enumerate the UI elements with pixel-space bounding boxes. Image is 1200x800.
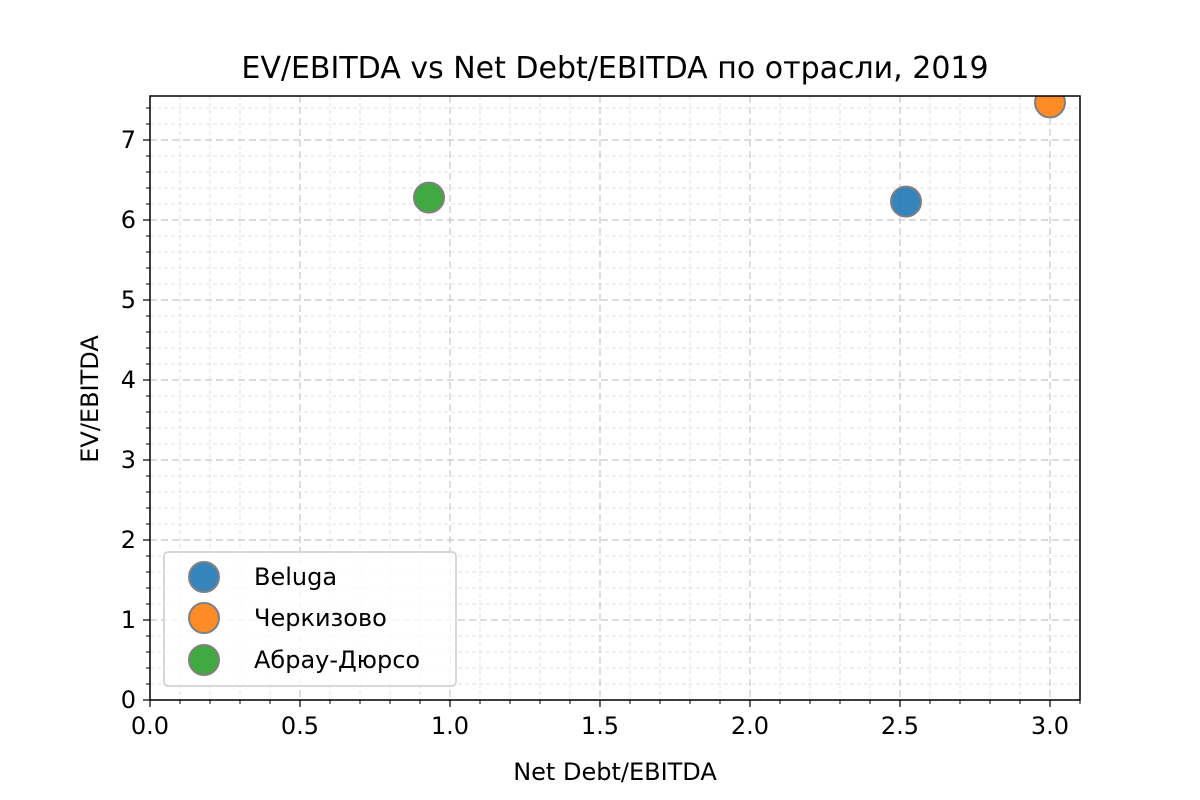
x-tick-label: 2.0: [731, 712, 769, 740]
x-tick-label: 1.5: [581, 712, 619, 740]
point-черкизово: [1034, 96, 1066, 119]
y-tick-label: 3: [121, 446, 136, 474]
chart-title: EV/EBITDA vs Net Debt/EBITDA по отрасли,…: [241, 51, 988, 86]
y-tick-label: 0: [121, 686, 136, 714]
x-tick-label: 0.0: [131, 712, 169, 740]
x-axis-label: Net Debt/EBITDA: [513, 758, 717, 786]
data-points: [413, 96, 1066, 218]
y-tick-label: 5: [121, 286, 136, 314]
point-абрау-дюрсо: [413, 181, 445, 214]
y-axis-label: EV/EBITDA: [76, 335, 104, 463]
y-tick-label: 1: [121, 606, 136, 634]
y-tick-label: 4: [121, 366, 136, 394]
x-tick-label: 3.0: [1031, 712, 1069, 740]
y-tick-label: 2: [121, 526, 136, 554]
legend-label-cherkizovo: Черкизово: [254, 604, 387, 632]
legend-label-beluga: Beluga: [254, 563, 337, 591]
x-tick-label: 0.5: [281, 712, 319, 740]
axis-ticks: 0.0 0.5 1.0 1.5 2.0 2.5 3.0 0 1 2 3 4 5 6 7: [121, 107, 1081, 740]
legend-marker-beluga: [188, 561, 220, 593]
x-tick-label: 2.5: [881, 712, 919, 740]
x-tick-label: 1.0: [431, 712, 469, 740]
legend-label-abrau-durso: Абрау-Дюрсо: [254, 646, 420, 674]
legend-box: [163, 551, 457, 687]
y-tick-label: 7: [121, 126, 136, 154]
legend-marker-abrau-durso: [188, 644, 220, 676]
y-tick-label: 6: [121, 206, 136, 234]
plot-frame: [149, 95, 1081, 701]
legend: Beluga Черкизово Абрау-Дюрсо: [163, 551, 457, 687]
point-beluga: [890, 185, 922, 218]
legend-marker-cherkizovo: [188, 602, 220, 634]
